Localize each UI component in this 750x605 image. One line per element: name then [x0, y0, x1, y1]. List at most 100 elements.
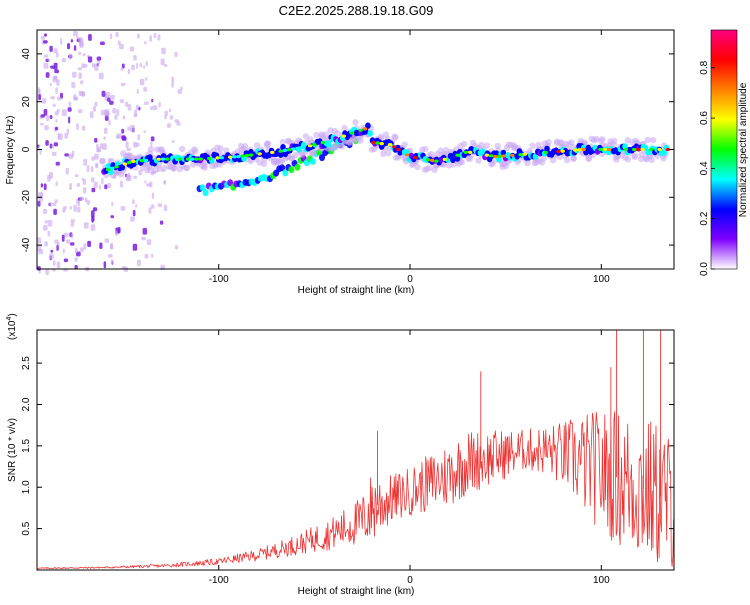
noise-speck	[152, 105, 158, 111]
snr-background	[37, 330, 674, 570]
snr-exponent-suffix: )	[7, 313, 18, 316]
noise-speck	[104, 127, 108, 134]
noise-speck	[127, 104, 132, 111]
ridge-halo	[152, 166, 159, 173]
ridge-hotspot	[404, 153, 410, 157]
ridge-core	[479, 148, 486, 155]
noise-speck	[51, 202, 57, 207]
noise-speck	[110, 259, 114, 264]
ridge-core	[661, 149, 667, 156]
noise-speck	[104, 184, 108, 190]
noise-speck	[127, 126, 131, 131]
colorbar: 0.0 0.2 0.4 0.6 0.8 Normalized spectral ampl…	[699, 29, 749, 276]
noise-speck	[150, 141, 153, 147]
ridge-hotspot	[299, 146, 304, 150]
noise-speck	[125, 101, 129, 107]
ridge-hotspot	[198, 157, 203, 161]
noise-speck	[68, 116, 71, 124]
ridge-halo	[147, 167, 154, 174]
noise-speck	[108, 254, 113, 258]
noise-speck	[120, 67, 124, 71]
noise-speck	[91, 177, 95, 183]
noise-speck	[49, 201, 52, 208]
noise-speck	[127, 68, 131, 75]
noise-speck	[150, 136, 155, 142]
ridge-hotspot	[358, 128, 363, 132]
ridge-hotspot	[648, 147, 654, 152]
noise-speck	[82, 53, 86, 57]
spectrogram-secondary-branch	[196, 132, 359, 197]
noise-speck	[103, 261, 107, 269]
noise-speck	[136, 62, 139, 69]
snr-x-ticks: -100 0 100	[209, 330, 610, 586]
noise-speck	[119, 43, 124, 50]
noise-speck	[96, 143, 99, 150]
noise-speck	[76, 182, 81, 187]
ridge-hotspot	[127, 161, 132, 165]
noise-speck	[164, 204, 168, 212]
ridge-hotspot	[392, 145, 397, 149]
ridge-halo	[253, 142, 261, 149]
ridge-halo	[550, 157, 557, 164]
noise-speck	[49, 253, 54, 260]
noise-speck	[68, 53, 73, 60]
noise-speck	[92, 207, 98, 212]
ridge-core	[365, 122, 371, 129]
noise-speck	[150, 204, 155, 209]
noise-speck	[44, 33, 48, 37]
branch-blob	[309, 158, 316, 165]
snr-series-line	[36, 411, 674, 570]
noise-speck	[40, 36, 46, 40]
noise-speck	[144, 101, 149, 105]
noise-speck	[90, 166, 94, 173]
noise-speck	[108, 119, 111, 126]
ridge-hotspot	[362, 127, 368, 131]
ridge-hotspot	[484, 153, 490, 157]
ridge-halo	[440, 161, 447, 168]
noise-speck	[40, 192, 44, 197]
noise-speck	[91, 210, 95, 218]
x-tick-label: 100	[593, 274, 610, 285]
ridge-hotspot	[295, 146, 300, 150]
ridge-hotspot	[249, 153, 254, 157]
noise-speck	[149, 35, 152, 42]
noise-speck	[45, 268, 49, 276]
ridge-hotspot	[396, 147, 401, 152]
ridge-halo	[483, 142, 491, 149]
noise-speck	[145, 61, 148, 67]
noise-speck	[146, 183, 151, 187]
ridge-core	[280, 144, 286, 151]
ridge-hotspot	[270, 150, 275, 154]
noise-speck	[91, 187, 96, 193]
ridge-hotspot	[522, 152, 527, 156]
ridge-hotspot	[573, 148, 578, 152]
ridge-halo	[599, 136, 606, 143]
colorbar-frame	[710, 29, 738, 270]
noise-speck	[142, 227, 147, 235]
noise-speck	[86, 200, 91, 205]
noise-speck	[110, 33, 113, 40]
noise-speck	[141, 236, 146, 241]
noise-speck	[114, 114, 118, 120]
noise-speck	[54, 69, 59, 74]
y-tick-label: 0	[21, 146, 32, 152]
noise-speck	[121, 266, 127, 270]
ridge-halo	[217, 145, 224, 152]
noise-speck	[41, 98, 47, 104]
noise-speck	[88, 56, 93, 63]
ridge-hotspot	[215, 156, 220, 160]
snr-exponent-prefix: (x10	[7, 320, 18, 340]
noise-speck	[132, 209, 136, 217]
noise-speck	[145, 77, 148, 81]
spectrogram-x-label: Height of straight line (km)	[298, 285, 415, 296]
noise-speck	[37, 200, 41, 207]
x-tick-label: 100	[593, 575, 610, 586]
snr-y-label: SNR (10 * v/v)	[7, 418, 18, 482]
snr-frame	[36, 329, 675, 571]
branch-blob	[282, 169, 289, 177]
ridge-halo	[380, 150, 387, 157]
snr-y-ticks: 0.5 1.0 1.5 2.0 2.5	[21, 356, 674, 536]
y-tick-label: -40	[21, 237, 32, 252]
ridge-hotspot	[455, 153, 460, 157]
noise-speck	[135, 105, 139, 110]
